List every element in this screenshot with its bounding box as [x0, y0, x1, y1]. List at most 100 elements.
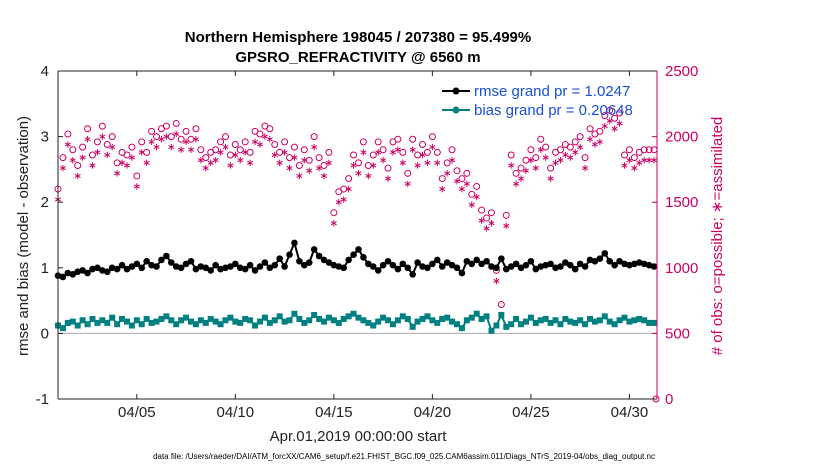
obs-possible-point: [502, 211, 510, 219]
asterisk-stroke: [119, 160, 126, 165]
obs-assimilated-point: [468, 201, 475, 209]
obs-possible-point: [601, 112, 609, 120]
obs-assimilated-point: [301, 157, 308, 164]
obs-possible-point: [616, 109, 624, 117]
bias-point: [217, 321, 224, 328]
bias-point: [503, 323, 510, 330]
x-tick-label: 04/15: [315, 404, 353, 421]
asterisk-stroke: [606, 118, 613, 123]
bias-point: [325, 314, 332, 321]
asterisk-stroke: [380, 158, 387, 163]
obs-possible-point: [88, 151, 96, 159]
asterisk-stroke: [94, 150, 101, 155]
obs-possible-point: [295, 161, 303, 169]
bias-point: [173, 321, 180, 328]
asterisk-stroke: [232, 152, 239, 158]
rmse-point: [404, 264, 412, 272]
asterisk-stroke: [114, 171, 121, 176]
rmse-point: [434, 256, 441, 264]
obs-possible-point: [433, 148, 441, 156]
asterisk-stroke: [252, 139, 259, 144]
asterisk-stroke: [301, 158, 308, 163]
obs-possible-point: [167, 133, 175, 141]
bias-point: [148, 319, 155, 326]
asterisk-stroke: [582, 166, 589, 171]
rmse-point: [182, 260, 190, 268]
chart-title-line1: Northern Hemisphere 198045 / 207380 = 95…: [185, 29, 531, 46]
obs-assimilated-point: [552, 159, 559, 167]
obs-assimilated-point: [138, 149, 145, 156]
bias-point: [207, 315, 214, 322]
x-tick-label: 04/30: [611, 404, 649, 421]
obs-possible-point: [581, 154, 589, 162]
rmse-point: [379, 261, 387, 269]
obs-assimilated-point: [237, 157, 244, 164]
asterisk-stroke: [439, 187, 446, 192]
obs-assimilated-point: [449, 157, 456, 164]
rmse-point: [438, 263, 446, 270]
obs-possible-point: [286, 154, 294, 162]
obs-possible-point: [630, 154, 638, 162]
bias-point: [577, 317, 584, 324]
bias-point: [636, 315, 643, 322]
rmse-point: [478, 260, 485, 268]
asterisk-stroke: [562, 152, 569, 158]
asterisk-stroke: [281, 150, 288, 155]
obs-assimilated-point: [522, 167, 529, 174]
bias-point: [311, 312, 318, 319]
rmse-point: [232, 260, 239, 268]
rmse-point: [527, 257, 535, 265]
obs-possible-point: [128, 143, 136, 151]
bias-point: [197, 317, 204, 324]
obs-assimilated-point: [247, 159, 254, 167]
asterisk-stroke: [261, 134, 268, 139]
bias-point: [394, 317, 401, 324]
obs-assimilated-point: [148, 138, 155, 146]
rmse-point: [369, 263, 377, 270]
obs-assimilated-point: [365, 172, 372, 180]
obs-assimilated-point: [330, 219, 337, 227]
obs-possible-point: [556, 146, 564, 154]
obs-possible-point: [542, 143, 550, 151]
obs-assimilated-point: [74, 172, 81, 180]
bias-point: [547, 319, 554, 326]
obs-assimilated-point: [631, 164, 638, 172]
rmse-point: [94, 264, 101, 272]
obs-possible-point: [172, 119, 180, 127]
obs-assimilated-point: [582, 164, 589, 172]
rmse-point: [498, 255, 505, 262]
obs-assimilated-point: [340, 196, 347, 203]
asterisk-stroke: [158, 137, 165, 142]
obs-possible-point: [236, 146, 244, 154]
bias-point: [128, 322, 135, 329]
rmse-point: [355, 246, 362, 253]
asterisk-stroke: [173, 131, 180, 137]
obs-possible-point: [606, 106, 614, 114]
obs-assimilated-point: [626, 157, 633, 164]
bias-point: [138, 321, 145, 328]
asterisk-stroke: [197, 158, 204, 163]
bias-point: [562, 315, 569, 322]
bias-point: [493, 322, 500, 329]
obs-assimilated-point: [158, 136, 165, 143]
bias-point: [79, 317, 86, 324]
asterisk-stroke: [591, 142, 598, 147]
rmse-point: [576, 260, 584, 268]
obs-possible-series: [54, 106, 660, 403]
asterisk-stroke: [183, 139, 190, 144]
bias-point: [527, 314, 534, 321]
rmse-point: [320, 256, 328, 264]
bias-point: [119, 315, 126, 322]
footer-datafile: data file: /Users/raeder/DAI/ATM_forcXX/…: [153, 452, 655, 461]
obs-possible-point: [483, 214, 491, 222]
bias-point: [296, 315, 303, 322]
asterisk-stroke: [522, 168, 529, 173]
obs-possible-point: [93, 138, 101, 146]
y-tick-label: 0: [41, 325, 49, 342]
obs-possible-point: [640, 146, 648, 154]
obs-assimilated-point: [542, 154, 549, 161]
bias-point: [286, 317, 293, 324]
obs-possible-point: [354, 159, 362, 167]
obs-assimilated-point: [493, 277, 500, 285]
rmse-point: [187, 257, 195, 265]
